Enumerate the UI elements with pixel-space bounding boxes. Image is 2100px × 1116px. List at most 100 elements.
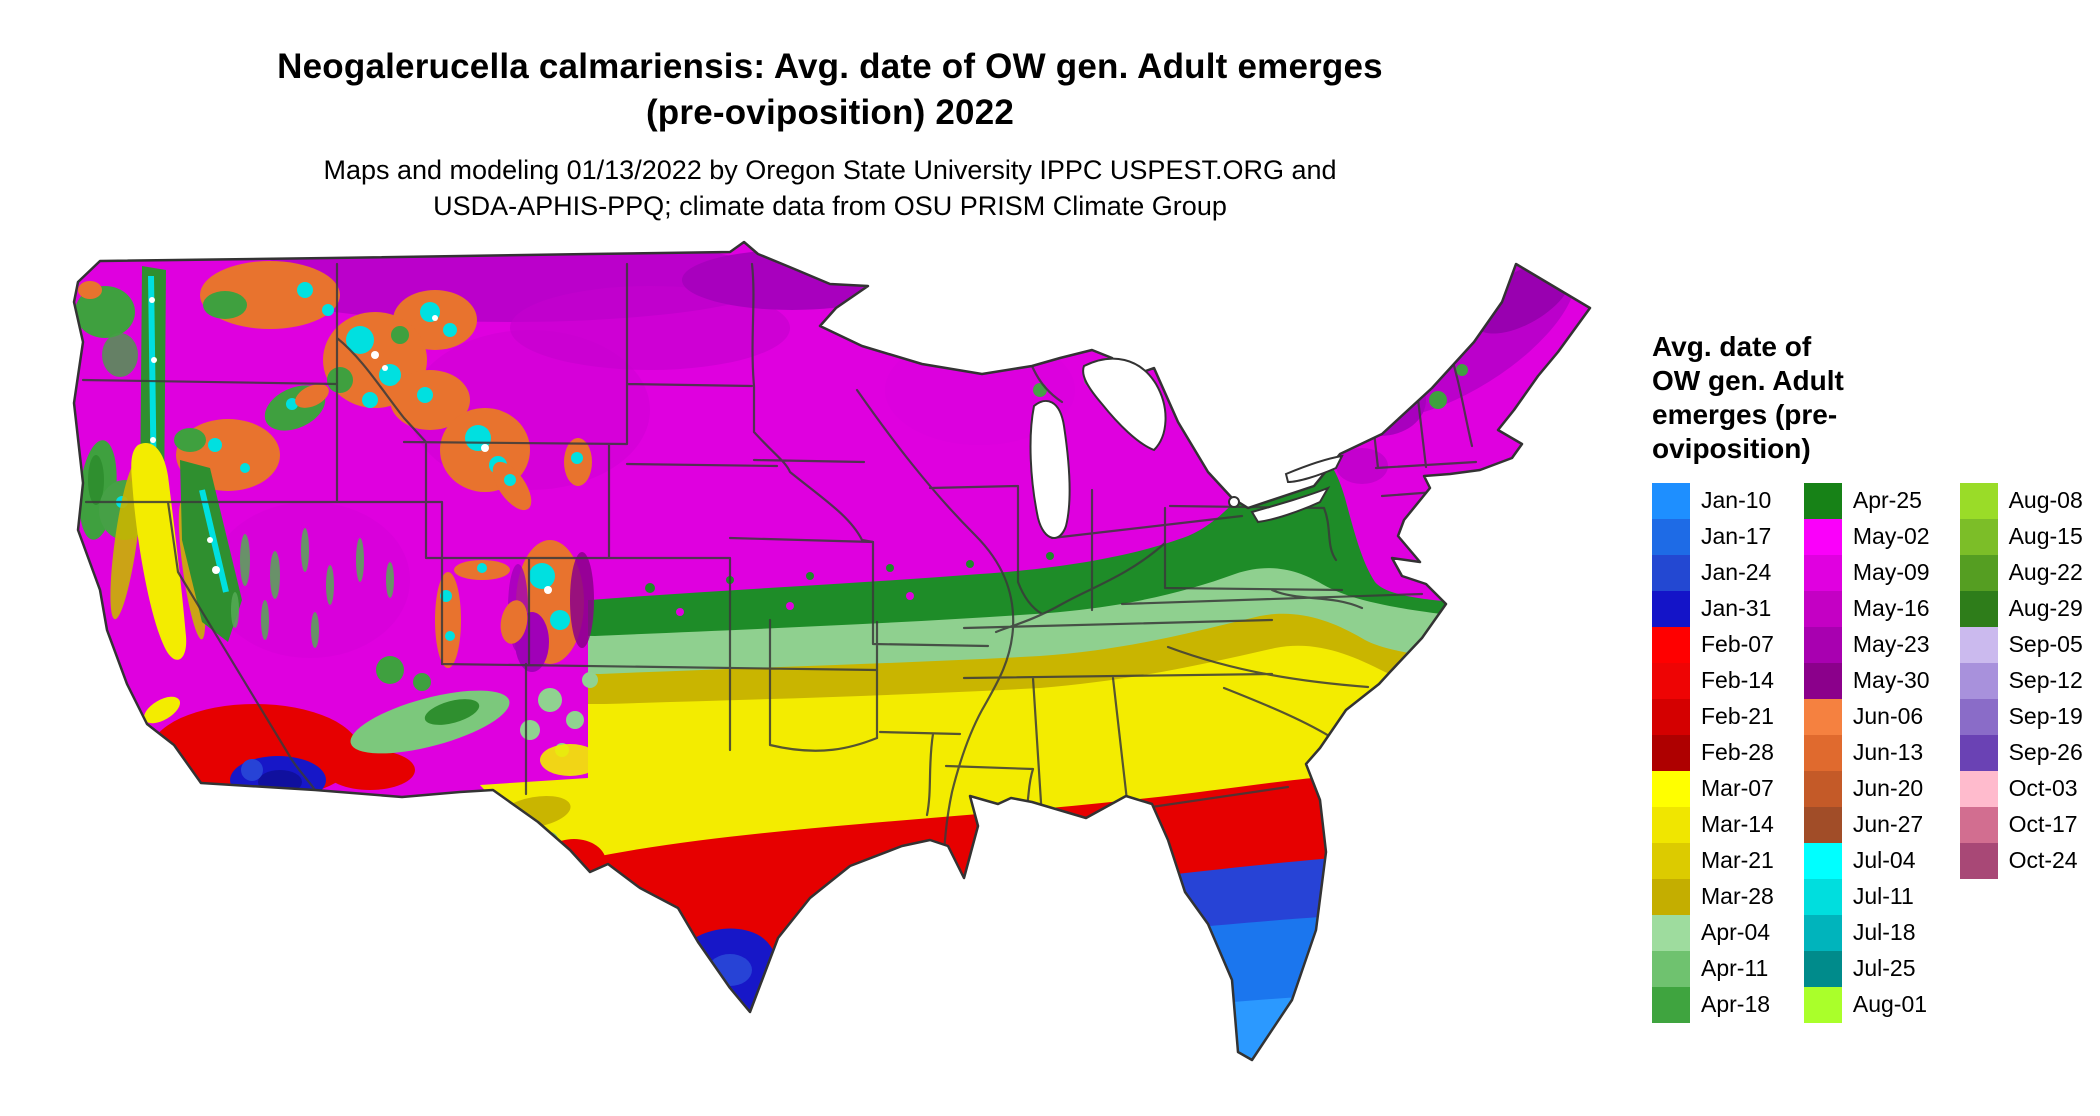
legend-entry: Feb-14 <box>1652 662 1774 699</box>
page-title-line2: (pre-oviposition) 2022 <box>645 92 1015 132</box>
legend-title-line2: OW gen. Adult <box>1652 365 1844 397</box>
legend-label: May-30 <box>1852 667 1930 694</box>
page-title-line1: Neogalerucella calmariensis: Avg. date o… <box>277 47 1383 86</box>
legend-entry: Sep-12 <box>1959 662 2083 699</box>
legend-label: Jul-04 <box>1852 847 1916 874</box>
legend-column-1: Jan-10 Jan-17 Jan-24 Jan-31 Feb-07 Feb-14 Feb-… <box>1652 482 1774 1023</box>
legend-swatch <box>1652 878 1690 915</box>
legend-entry: Jan-17 <box>1652 518 1774 555</box>
legend-entry: Mar-14 <box>1652 806 1774 843</box>
page-subtitle-line2: USDA-APHIS-PPQ; climate data from OSU PR… <box>433 190 1227 221</box>
state-borders <box>81 262 1478 878</box>
legend-label: Jul-25 <box>1852 955 1916 982</box>
legend-label: May-09 <box>1852 559 1930 586</box>
legend-label: May-16 <box>1852 595 1930 622</box>
legend-swatch <box>1652 950 1690 987</box>
legend-swatch <box>1803 662 1842 699</box>
legend-swatch <box>1959 698 1998 735</box>
legend-label: Mar-07 <box>1701 775 1774 802</box>
legend-swatch <box>1652 482 1690 519</box>
legend-entry: May-09 <box>1803 554 1930 591</box>
legend-entry: Mar-07 <box>1652 770 1774 807</box>
legend-swatch <box>1959 590 1998 627</box>
legend-swatch <box>1803 950 1842 987</box>
legend-swatch <box>1803 698 1842 735</box>
legend-entry: Apr-11 <box>1652 950 1774 987</box>
legend-label: Feb-28 <box>1701 739 1774 766</box>
legend-entry: Feb-28 <box>1652 734 1774 771</box>
legend-label: Feb-07 <box>1701 631 1774 658</box>
legend-swatch <box>1803 806 1842 843</box>
legend-swatch <box>1803 878 1842 915</box>
legend-entry: Jul-25 <box>1803 950 1930 987</box>
page-subtitle: Maps and modeling 01/13/2022 by Oregon S… <box>60 153 1600 224</box>
legend-swatch <box>1652 698 1690 735</box>
legend-label: Jun-20 <box>1852 775 1924 802</box>
legend-title: Avg. date of OW gen. Adult emerges (pre-… <box>1652 330 2092 467</box>
legend-swatch <box>1652 662 1690 699</box>
legend-label: Jun-27 <box>1852 811 1924 838</box>
legend-label: Feb-21 <box>1701 703 1774 730</box>
legend-swatch <box>1959 770 1998 807</box>
legend-label: Jan-10 <box>1701 487 1772 514</box>
legend-label: Aug-22 <box>2008 559 2083 586</box>
legend-swatch <box>1803 626 1842 663</box>
legend-title-line1: Avg. date of <box>1652 331 1812 362</box>
legend-column-3: Aug-08 Aug-15 Aug-22 Aug-29 Sep-05 Sep-12 Sep-… <box>1959 482 2083 879</box>
legend-title-line3: emerges (pre- <box>1652 399 1838 431</box>
legend-entry: Jun-06 <box>1803 698 1930 735</box>
legend-entry: Aug-15 <box>1959 518 2083 555</box>
legend-swatch <box>1959 518 1998 555</box>
legend-entry: Sep-19 <box>1959 698 2083 735</box>
legend-label: Jul-18 <box>1852 919 1916 946</box>
legend-swatch <box>1959 806 1998 843</box>
legend-swatch <box>1803 518 1842 555</box>
legend-entry: Apr-18 <box>1652 986 1774 1023</box>
legend-entry: Oct-24 <box>1959 842 2083 879</box>
legend-label: Aug-29 <box>2008 595 2083 622</box>
legend-entry: Oct-17 <box>1959 806 2083 843</box>
legend-swatch <box>1959 662 1998 699</box>
legend-label: Sep-12 <box>2008 667 2083 694</box>
lake-erie <box>1250 486 1331 524</box>
legend-swatch <box>1652 626 1690 663</box>
legend-label: Sep-26 <box>2008 739 2083 766</box>
legend-swatch <box>1803 986 1842 1023</box>
legend-swatch <box>1652 554 1690 591</box>
legend-label: Jun-13 <box>1852 739 1924 766</box>
legend-label: Apr-25 <box>1852 487 1922 514</box>
legend-swatch <box>1959 554 1998 591</box>
legend-label: Sep-05 <box>2008 631 2083 658</box>
legend-swatch <box>1803 842 1842 879</box>
legend-swatch <box>1959 842 1998 879</box>
legend-swatch <box>1959 734 1998 771</box>
legend-swatch <box>1803 914 1842 951</box>
legend-label: Jul-11 <box>1852 883 1914 910</box>
map-raster <box>74 242 1590 1060</box>
legend-entry: Jun-20 <box>1803 770 1930 807</box>
legend-label: Oct-17 <box>2008 811 2078 838</box>
legend-label: May-23 <box>1852 631 1930 658</box>
legend-entry: Jan-31 <box>1652 590 1774 627</box>
legend-entry: Aug-08 <box>1959 482 2083 519</box>
legend-entry: Jun-27 <box>1803 806 1930 843</box>
page-title: Neogalerucella calmariensis: Avg. date o… <box>60 44 1600 135</box>
legend-swatch <box>1652 842 1690 879</box>
legend-entry: Feb-07 <box>1652 626 1774 663</box>
legend-entry: May-23 <box>1803 626 1930 663</box>
legend-swatch <box>1803 482 1842 519</box>
legend-label: Sep-19 <box>2008 703 2083 730</box>
legend-entry: Apr-25 <box>1803 482 1930 519</box>
legend-entry: Sep-26 <box>1959 734 2083 771</box>
legend-label: Jun-06 <box>1852 703 1924 730</box>
legend-label: May-02 <box>1852 523 1930 550</box>
legend-entry: Jun-13 <box>1803 734 1930 771</box>
legend-label: Aug-08 <box>2008 487 2083 514</box>
legend-swatch <box>1652 734 1690 771</box>
legend-entry: Mar-28 <box>1652 878 1774 915</box>
legend-swatch <box>1652 914 1690 951</box>
map-legend: Avg. date of OW gen. Adult emerges (pre-… <box>1652 330 2092 1023</box>
legend-entry: Aug-29 <box>1959 590 2083 627</box>
legend-label: Apr-11 <box>1701 955 1769 982</box>
legend-entry: May-02 <box>1803 518 1930 555</box>
